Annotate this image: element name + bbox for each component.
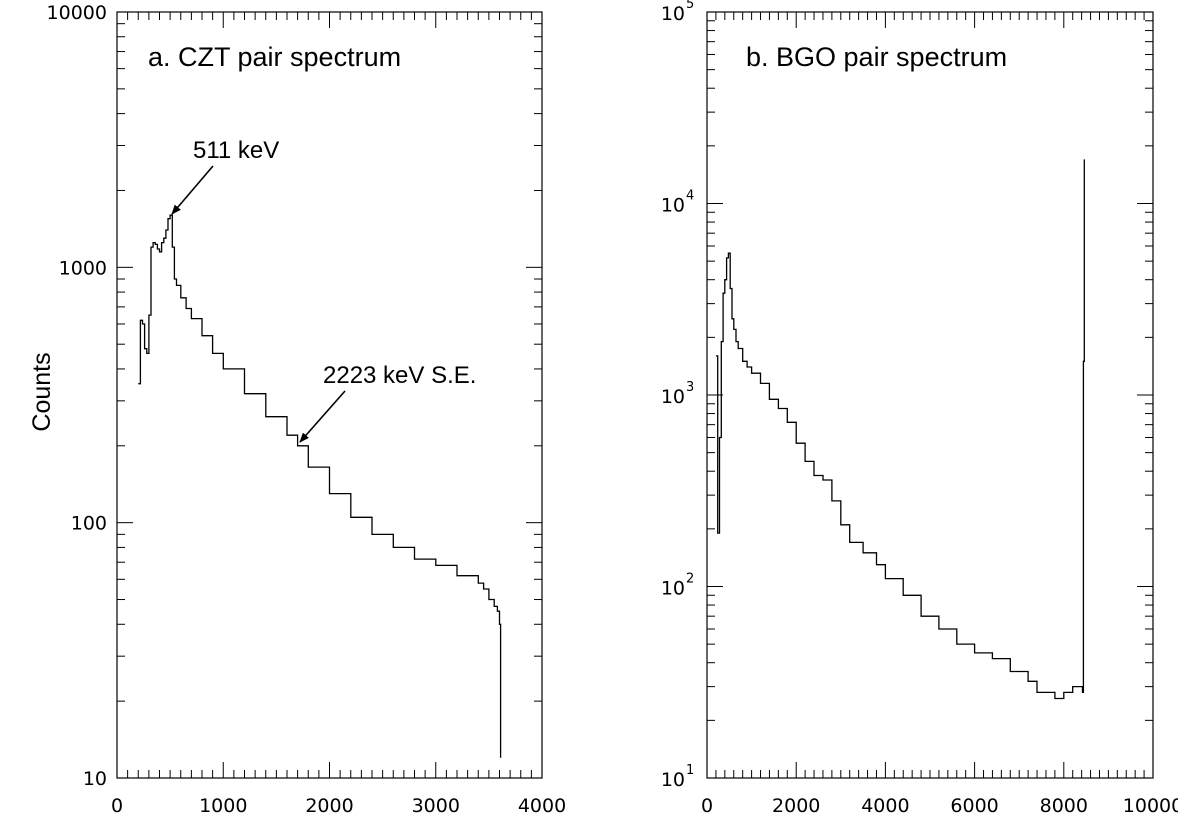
y-tick-base: 10 xyxy=(661,195,685,217)
annotation-2223-kev-se: 2223 keV S.E. xyxy=(323,362,476,389)
x-tick-label: 2000 xyxy=(305,795,353,817)
y-tick-exponent: 3 xyxy=(686,380,694,395)
y-tick-base: 10 xyxy=(661,578,685,600)
panel-a-frame xyxy=(116,11,543,779)
x-tick-label: 0 xyxy=(111,795,123,817)
x-tick-label: 6000 xyxy=(950,795,998,817)
x-tick-label: 1000 xyxy=(199,795,247,817)
panel-a-annotations: 511 keV 2223 keV S.E. xyxy=(171,137,476,443)
y-tick-exponent: 5 xyxy=(686,0,694,12)
x-tick-label: 8000 xyxy=(1040,795,1088,817)
y-tick-base: 10 xyxy=(661,3,685,25)
y-tick-exponent: 2 xyxy=(686,572,694,587)
y-tick-label: 10 1 xyxy=(661,763,694,791)
y-tick-label: 1000 xyxy=(59,257,107,279)
panel-a-ticks xyxy=(116,11,543,779)
y-tick-label: 10 4 xyxy=(661,189,694,217)
panel-a-czt-pair-spectrum: 0 1000 2000 3000 4000 10 100 1000 10000 a. CZT p… xyxy=(28,2,566,817)
panel-b-ticks xyxy=(706,11,1154,779)
x-tick-label: 3000 xyxy=(412,795,460,817)
panel-a-ylabel: Counts xyxy=(28,352,56,431)
annotation-2223-kev-se-arrow xyxy=(299,390,346,443)
x-tick-label: 2000 xyxy=(772,795,820,817)
y-tick-base: 10 xyxy=(661,769,685,791)
panel-a-tick-labels: 0 1000 2000 3000 4000 10 100 1000 10000 xyxy=(47,2,567,817)
annotation-511-kev: 511 keV xyxy=(193,137,279,164)
y-tick-label: 100 xyxy=(71,513,107,535)
panel-b-spectrum-line xyxy=(715,159,1085,700)
y-tick-base: 10 xyxy=(661,386,685,408)
panel-a-spectrum-line xyxy=(138,214,502,758)
y-tick-exponent: 1 xyxy=(686,763,694,778)
y-tick-label: 10 3 xyxy=(661,380,694,408)
y-tick-label: 10 xyxy=(83,768,107,790)
x-tick-label: 4000 xyxy=(518,795,566,817)
x-tick-label: 0 xyxy=(701,795,713,817)
y-tick-label: 10000 xyxy=(47,2,107,24)
x-tick-label: 4000 xyxy=(861,795,909,817)
y-tick-exponent: 4 xyxy=(686,189,694,204)
x-tick-label: 10000 xyxy=(1123,795,1178,817)
annotation-511-kev-arrow xyxy=(171,165,214,215)
panel-a-title: a. CZT pair spectrum xyxy=(148,42,401,72)
y-tick-label: 10 2 xyxy=(661,572,694,600)
y-tick-label: 10 5 xyxy=(661,0,694,25)
panel-b-frame xyxy=(706,11,1154,779)
panel-b-title: b. BGO pair spectrum xyxy=(746,42,1007,72)
